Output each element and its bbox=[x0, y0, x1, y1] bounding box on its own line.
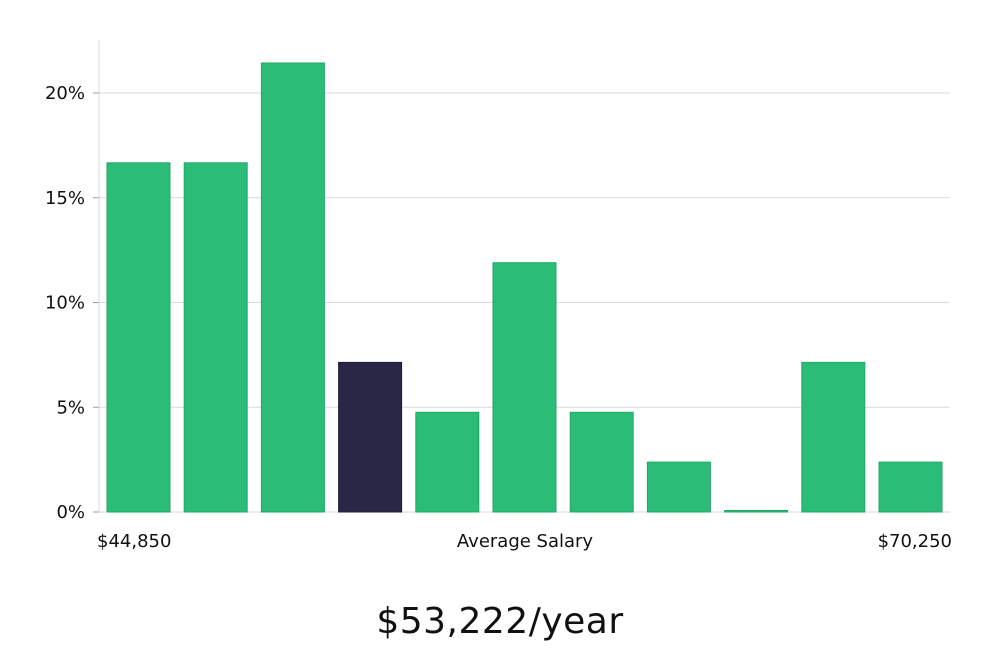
bar-highlighted bbox=[338, 361, 403, 513]
bar bbox=[878, 461, 943, 513]
y-tick-label: 0% bbox=[56, 502, 85, 523]
bar bbox=[801, 361, 866, 513]
bars bbox=[106, 62, 943, 513]
x-axis-title: Average Salary bbox=[457, 531, 594, 552]
y-tick-label: 15% bbox=[45, 188, 85, 209]
y-tick-labels: 0% 5% 10% 15% 20% bbox=[45, 83, 85, 523]
bar bbox=[415, 411, 480, 513]
y-tick-label: 20% bbox=[45, 83, 85, 104]
bar bbox=[183, 162, 248, 513]
bar bbox=[646, 461, 711, 513]
x-axis-max-label: $70,250 bbox=[878, 531, 952, 552]
y-tick-label: 10% bbox=[45, 293, 85, 314]
x-axis-min-label: $44,850 bbox=[97, 531, 171, 552]
bar bbox=[724, 510, 789, 513]
bar bbox=[569, 411, 634, 513]
average-salary-headline: $53,222/year bbox=[376, 601, 624, 642]
bar bbox=[106, 162, 171, 513]
bar bbox=[260, 62, 325, 513]
salary-distribution-chart: 0% 5% 10% 15% 20% $44,850 Average Salary $70… bbox=[45, 40, 952, 552]
y-tick-label: 5% bbox=[56, 397, 85, 418]
bar bbox=[492, 262, 557, 513]
